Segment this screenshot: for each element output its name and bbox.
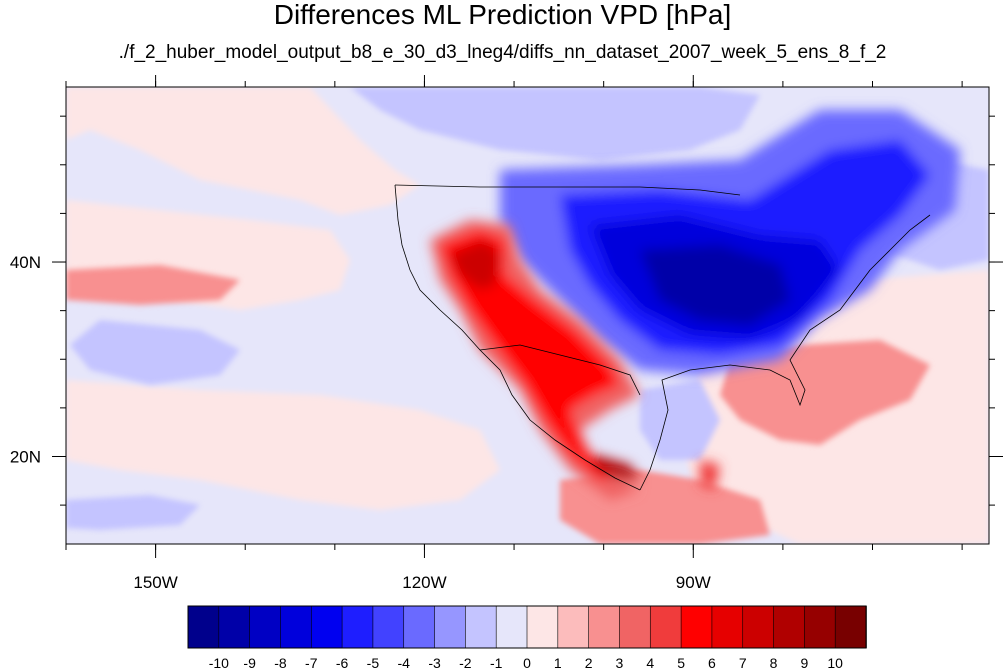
colorbar-swatch [187,605,220,649]
map-field [66,87,989,544]
colorbar-swatch [711,605,744,649]
colorbar-swatch [588,605,621,649]
colorbar-swatch [495,605,528,649]
lon-tick-label: 150W [133,573,177,592]
colorbar-label: 6 [708,655,716,671]
colorbar-label: -7 [305,655,318,671]
colorbar-label: 4 [646,655,654,671]
colorbar-swatch [403,605,436,649]
colorbar-label: -2 [459,655,472,671]
colorbar-label: 1 [554,655,562,671]
map-axes: 150W 120W 90W 40N 20N [10,75,1003,592]
colorbar-swatch [249,605,282,649]
colorbar-swatch [341,605,374,649]
light-negative-regions [66,87,989,530]
colorbar-label: 10 [827,655,843,671]
colorbar-swatch [773,605,806,649]
colorbar-label: -10 [209,655,229,671]
colorbar-swatch [526,605,559,649]
colorbar-swatch [804,605,836,649]
colorbar-swatch [218,605,251,649]
colorbar-frame [187,605,867,649]
negative-anomaly-us [500,110,960,375]
colorbar-swatch [680,605,713,649]
lon-tick-label: 90W [676,573,711,592]
colorbar-label: -9 [243,655,256,671]
lat-tick-label: 40N [10,253,41,272]
lon-tick-label: 120W [402,573,446,592]
colorbar-swatch [465,605,497,649]
colorbar-swatch [557,605,590,649]
colorbar-swatch [834,605,867,649]
colorbar-swatch [434,605,467,649]
map-frame [65,86,990,545]
lat-tick-label: 20N [10,447,41,466]
colorbar-label: 0 [523,655,531,671]
positive-anomaly-southwest [430,220,720,500]
page-subtitle: ./f_2_huber_model_output_b8_e_30_d3_lneg… [118,42,887,63]
colorbar-label: -4 [398,655,411,671]
page-title: Differences ML Prediction VPD [hPa] [273,0,732,30]
colorbar-swatch [280,605,313,649]
colorbar-swatch [372,605,405,649]
colorbar-label: 7 [739,655,747,671]
colorbar-swatch [649,605,682,649]
colorbar-label: 2 [585,655,593,671]
colorbar-label: -6 [336,655,349,671]
colorbar-label: -3 [428,655,441,671]
colorbar-label: -8 [274,655,287,671]
colorbar-label: -5 [367,655,380,671]
colorbar-label: -1 [490,655,503,671]
colorbar-swatch [310,605,343,649]
coastlines [394,184,931,491]
colorbar-swatch [742,605,775,649]
colorbar-label: 8 [770,655,778,671]
colorbar-label: 5 [677,655,685,671]
colorbar: -10 -9 -8 -7 -6 -5 -4 -3 -2 -1 0 1 2 3 4 5 6 7 8 9 10 [187,605,867,671]
colorbar-label: 9 [800,655,808,671]
colorbar-label: 3 [616,655,624,671]
colorbar-swatch [619,605,652,649]
